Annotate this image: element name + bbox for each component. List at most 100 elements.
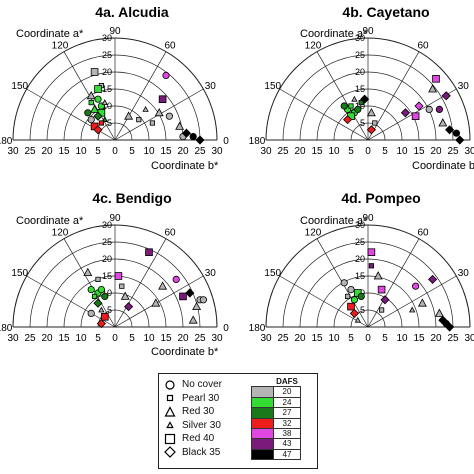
data-point bbox=[90, 104, 100, 113]
data-point bbox=[343, 115, 353, 125]
a-tick-label: 20 bbox=[355, 67, 365, 77]
b-tick-label: 10 bbox=[396, 146, 408, 157]
data-point bbox=[417, 298, 427, 307]
data-point bbox=[162, 71, 170, 80]
data-point bbox=[434, 308, 444, 317]
b-tick-label: 5 bbox=[129, 146, 135, 157]
dafs-value: 38 bbox=[273, 428, 301, 440]
angle-tick-label: 120 bbox=[52, 228, 69, 239]
data-point bbox=[136, 117, 142, 123]
square-marker-icon bbox=[164, 433, 176, 444]
b-tick-label: 30 bbox=[464, 146, 474, 157]
a-tick-label: 20 bbox=[355, 254, 365, 264]
b-tick-label: 5 bbox=[382, 333, 388, 344]
data-point bbox=[87, 309, 95, 317]
angle-tick-label: 150 bbox=[264, 268, 281, 279]
data-point bbox=[145, 248, 153, 257]
angle-tick-label: 90 bbox=[362, 26, 374, 37]
data-point bbox=[179, 292, 187, 301]
angle-tick-label: 60 bbox=[164, 228, 176, 239]
angle-tick-label: 60 bbox=[417, 41, 429, 52]
angle-tick-label: 120 bbox=[305, 41, 322, 52]
legend-label: Red 30 bbox=[182, 406, 215, 417]
b-tick-label: 15 bbox=[160, 146, 172, 157]
grid-radial bbox=[367, 51, 420, 141]
angle-tick-label: 150 bbox=[264, 81, 281, 92]
data-point bbox=[101, 99, 108, 105]
b-tick-label: 15 bbox=[311, 333, 323, 344]
angle-tick-label: 30 bbox=[458, 81, 470, 92]
dafs-swatch bbox=[251, 407, 274, 419]
angle-tick-label: 180 bbox=[249, 136, 266, 147]
data-point bbox=[367, 248, 376, 257]
dafs-value: 20 bbox=[273, 386, 301, 398]
data-point bbox=[124, 302, 134, 312]
data-point bbox=[86, 90, 96, 100]
data-point bbox=[425, 105, 433, 114]
panel-pompeo: 4d. Pompeo Coordinate a* 180150120906030… bbox=[249, 190, 474, 344]
panel-bendigo: 4c. Bendigo Coordinate a* Coordinate b* … bbox=[0, 190, 229, 358]
data-point bbox=[93, 111, 103, 121]
a-tick-label: 25 bbox=[355, 237, 365, 247]
a-tick-label: 25 bbox=[102, 237, 112, 247]
data-point bbox=[400, 108, 410, 118]
b-tick-label: 30 bbox=[7, 333, 19, 344]
data-point bbox=[409, 306, 416, 313]
data-point bbox=[165, 112, 173, 120]
data-point bbox=[87, 116, 95, 124]
data-point bbox=[357, 292, 365, 300]
b-tick-label: 15 bbox=[311, 146, 323, 157]
data-point bbox=[368, 263, 375, 269]
grid-radial bbox=[114, 51, 167, 141]
b-tick-label: 10 bbox=[396, 333, 408, 344]
data-point bbox=[354, 105, 362, 114]
panel-cayetano: 4b. Cayetano Coordinate a* Coordinate b*… bbox=[249, 4, 474, 172]
b-tick-label: 15 bbox=[58, 146, 70, 157]
dafs-swatch bbox=[251, 417, 274, 430]
data-point bbox=[372, 120, 378, 126]
dafs-header: DAFS bbox=[276, 377, 298, 386]
dafs-swatch bbox=[251, 428, 274, 440]
a-tick-label: 15 bbox=[355, 84, 365, 94]
treatment-legend: No cover Pearl 30 Red 30 Silver 30 Red 4… bbox=[164, 378, 222, 459]
data-point bbox=[101, 292, 109, 300]
b-tick-label: 5 bbox=[382, 146, 388, 157]
a-tick-label: 20 bbox=[102, 67, 112, 77]
legend-label: Silver 30 bbox=[182, 419, 221, 431]
b-tick-label: 30 bbox=[464, 333, 474, 344]
data-point bbox=[435, 105, 443, 114]
legend-item: Red 40 bbox=[164, 432, 222, 446]
a-tick-label: 15 bbox=[102, 271, 112, 281]
data-point bbox=[411, 112, 420, 121]
data-point bbox=[432, 75, 440, 83]
angle-tick-label: 30 bbox=[205, 268, 217, 279]
grid-radial bbox=[26, 275, 116, 328]
triangle-marker-icon bbox=[164, 405, 176, 417]
a-tick-label: 20 bbox=[102, 254, 112, 264]
data-point bbox=[151, 298, 161, 307]
dafs-legend: DAFS 20 24 27 32 38 43 47 bbox=[251, 377, 301, 461]
grid-radial bbox=[114, 238, 167, 328]
b-tick-label: 15 bbox=[413, 333, 425, 344]
data-point bbox=[124, 111, 134, 120]
b-tick-label: 5 bbox=[95, 333, 101, 344]
data-point bbox=[351, 95, 358, 102]
a-tick-label: 30 bbox=[355, 220, 365, 230]
angle-tick-label: 180 bbox=[0, 323, 13, 334]
angle-tick-label: 120 bbox=[305, 228, 322, 239]
b-tick-label: 25 bbox=[277, 333, 289, 344]
data-point bbox=[428, 84, 438, 93]
angle-tick-label: 0 bbox=[223, 136, 229, 147]
angle-tick-label: 180 bbox=[249, 323, 266, 334]
data-point bbox=[158, 95, 167, 104]
dafs-value: 27 bbox=[273, 407, 301, 419]
grid-radial bbox=[63, 238, 116, 328]
legend: No cover Pearl 30 Red 30 Silver 30 Red 4… bbox=[158, 373, 318, 469]
data-point bbox=[349, 308, 359, 318]
data-point bbox=[84, 109, 92, 117]
b-tick-label: 0 bbox=[365, 333, 371, 344]
data-point bbox=[366, 125, 376, 135]
data-point bbox=[455, 135, 465, 145]
a-tick-label: 15 bbox=[355, 271, 365, 281]
angle-tick-label: 90 bbox=[109, 26, 121, 37]
